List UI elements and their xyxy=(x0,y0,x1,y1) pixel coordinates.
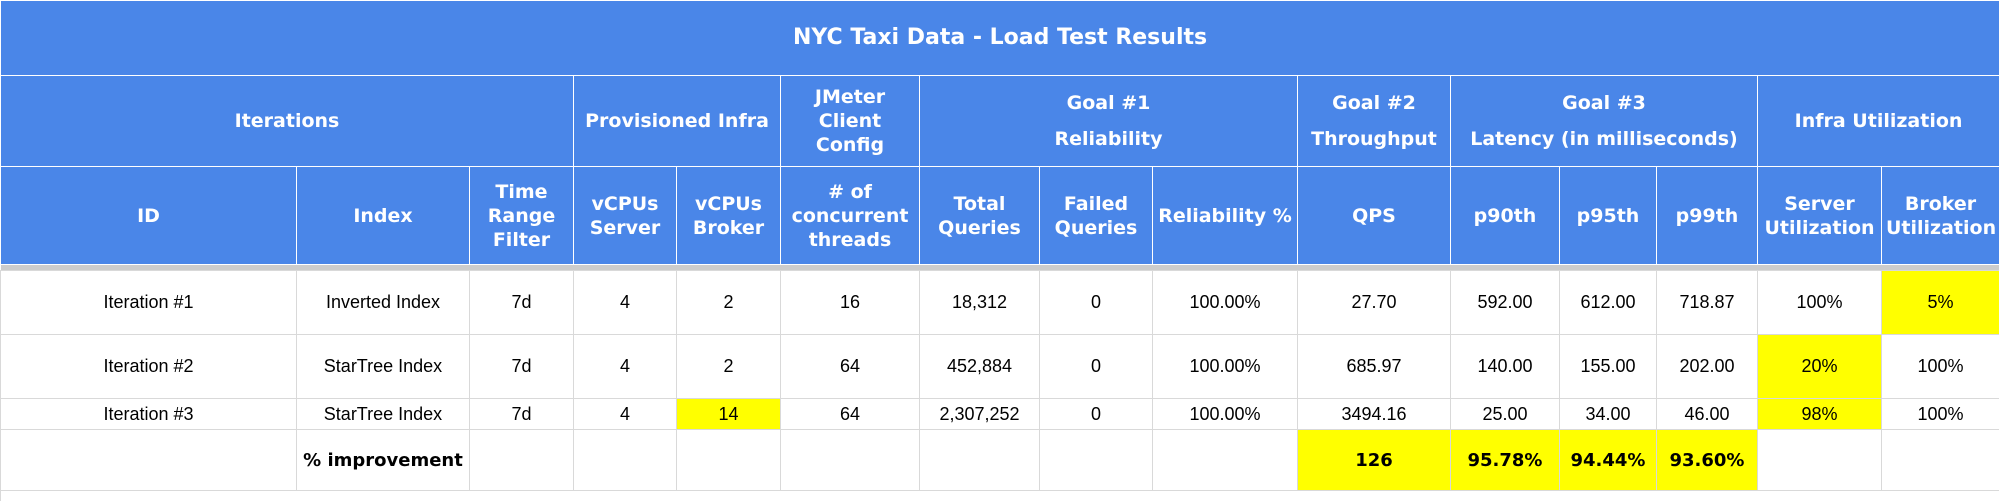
cell-p95th: 155.00 xyxy=(1560,335,1657,399)
improvement-row: % improvement 126 95.78% 94.44% 93.60% xyxy=(1,430,1999,491)
cell-p99th: 718.87 xyxy=(1657,271,1758,335)
cell-empty xyxy=(920,430,1040,491)
cell-reliability: 100.00% xyxy=(1153,399,1298,430)
cell-threads: 16 xyxy=(781,271,920,335)
col-header-failed-queries: Failed Queries xyxy=(1040,167,1153,265)
cell-broker-utilization: 5% xyxy=(1882,271,1999,335)
col-header-server-utilization: Server Utilization xyxy=(1758,167,1882,265)
improvement-p99th: 93.60% xyxy=(1657,430,1758,491)
cell-p95th: 612.00 xyxy=(1560,271,1657,335)
cell-broker-utilization: 100% xyxy=(1882,399,1999,430)
cell-empty xyxy=(1882,430,1999,491)
goal-3-subtitle: Latency (in milliseconds) xyxy=(1470,127,1738,151)
col-header-broker-utilization: Broker Utilization xyxy=(1882,167,1999,265)
cell-vcpus-broker: 2 xyxy=(677,271,781,335)
col-header-total-queries: Total Queries xyxy=(920,167,1040,265)
cell-server-utilization: 20% xyxy=(1758,335,1882,399)
group-goal-3: Goal #3 Latency (in milliseconds) xyxy=(1451,76,1758,167)
cell-reliability: 100.00% xyxy=(1153,335,1298,399)
improvement-p95th: 94.44% xyxy=(1560,430,1657,491)
group-provisioned-infra: Provisioned Infra xyxy=(574,76,781,167)
cell-id: Iteration #3 xyxy=(1,399,297,430)
col-header-index: Index xyxy=(297,167,470,265)
goal-2-title: Goal #2 xyxy=(1332,91,1416,115)
cell-empty xyxy=(781,430,920,491)
cell-id: Iteration #1 xyxy=(1,271,297,335)
improvement-label: % improvement xyxy=(297,430,470,491)
cell-total-queries: 452,884 xyxy=(920,335,1040,399)
cell-vcpus-server: 4 xyxy=(574,399,677,430)
group-header-row: Iterations Provisioned Infra JMeter Clie… xyxy=(1,76,1999,167)
cell-reliability: 100.00% xyxy=(1153,271,1298,335)
cell-p95th: 34.00 xyxy=(1560,399,1657,430)
cell-empty xyxy=(677,430,781,491)
cell-index: StarTree Index xyxy=(297,335,470,399)
group-infra-utilization: Infra Utilization xyxy=(1758,76,1999,167)
cell-broker-utilization: 100% xyxy=(1882,335,1999,399)
col-header-time-range-filter: Time Range Filter xyxy=(470,167,574,265)
title-row: NYC Taxi Data - Load Test Results xyxy=(1,1,1999,76)
col-header-concurrent-threads: # of concurrent threads xyxy=(781,167,920,265)
cell-failed-queries: 0 xyxy=(1040,271,1153,335)
cell-failed-queries: 0 xyxy=(1040,399,1153,430)
cell-failed-queries: 0 xyxy=(1040,335,1153,399)
cell-empty xyxy=(574,430,677,491)
trailing-empty xyxy=(1,491,1999,501)
cell-p99th: 202.00 xyxy=(1657,335,1758,399)
cell-time-range: 7d xyxy=(470,271,574,335)
cell-qps: 3494.16 xyxy=(1298,399,1451,430)
cell-vcpus-server: 4 xyxy=(574,271,677,335)
col-header-vcpus-server: vCPUs Server xyxy=(574,167,677,265)
group-goal-1: Goal #1 Reliability xyxy=(920,76,1298,167)
improvement-p90th: 95.78% xyxy=(1451,430,1560,491)
cell-qps: 685.97 xyxy=(1298,335,1451,399)
col-header-qps: QPS xyxy=(1298,167,1451,265)
cell-p90th: 25.00 xyxy=(1451,399,1560,430)
cell-id: Iteration #2 xyxy=(1,335,297,399)
goal-1-subtitle: Reliability xyxy=(1055,127,1163,151)
cell-vcpus-server: 4 xyxy=(574,335,677,399)
improvement-qps: 126 xyxy=(1298,430,1451,491)
col-header-reliability: Reliability % xyxy=(1153,167,1298,265)
col-header-id: ID xyxy=(1,167,297,265)
cell-server-utilization: 98% xyxy=(1758,399,1882,430)
cell-index: Inverted Index xyxy=(297,271,470,335)
cell-time-range: 7d xyxy=(470,399,574,430)
table-row: Iteration #1 Inverted Index 7d 4 2 16 18… xyxy=(1,271,1999,335)
table-title: NYC Taxi Data - Load Test Results xyxy=(1,1,1999,76)
trailing-row xyxy=(1,491,1999,501)
cell-time-range: 7d xyxy=(470,335,574,399)
column-header-row: ID Index Time Range Filter vCPUs Server … xyxy=(1,167,1999,265)
col-header-p95th: p95th xyxy=(1560,167,1657,265)
goal-1-title: Goal #1 xyxy=(1067,91,1151,115)
cell-empty xyxy=(1,430,297,491)
cell-total-queries: 2,307,252 xyxy=(920,399,1040,430)
goal-2-subtitle: Throughput xyxy=(1311,127,1437,151)
group-goal-2: Goal #2 Throughput xyxy=(1298,76,1451,167)
table-row: Iteration #3 StarTree Index 7d 4 14 64 2… xyxy=(1,399,1999,430)
cell-threads: 64 xyxy=(781,399,920,430)
group-iterations: Iterations xyxy=(1,76,574,167)
table-row: Iteration #2 StarTree Index 7d 4 2 64 45… xyxy=(1,335,1999,399)
cell-qps: 27.70 xyxy=(1298,271,1451,335)
cell-vcpus-broker: 14 xyxy=(677,399,781,430)
col-header-p90th: p90th xyxy=(1451,167,1560,265)
group-jmeter-client-config: JMeter Client Config xyxy=(781,76,920,167)
cell-index: StarTree Index xyxy=(297,399,470,430)
col-header-p99th: p99th xyxy=(1657,167,1758,265)
cell-p90th: 140.00 xyxy=(1451,335,1560,399)
cell-empty xyxy=(1758,430,1882,491)
cell-empty xyxy=(1040,430,1153,491)
cell-vcpus-broker: 2 xyxy=(677,335,781,399)
goal-3-title: Goal #3 xyxy=(1562,91,1646,115)
col-header-vcpus-broker: vCPUs Broker xyxy=(677,167,781,265)
cell-empty xyxy=(1153,430,1298,491)
cell-threads: 64 xyxy=(781,335,920,399)
cell-server-utilization: 100% xyxy=(1758,271,1882,335)
cell-p90th: 592.00 xyxy=(1451,271,1560,335)
cell-total-queries: 18,312 xyxy=(920,271,1040,335)
cell-empty xyxy=(470,430,574,491)
cell-p99th: 46.00 xyxy=(1657,399,1758,430)
